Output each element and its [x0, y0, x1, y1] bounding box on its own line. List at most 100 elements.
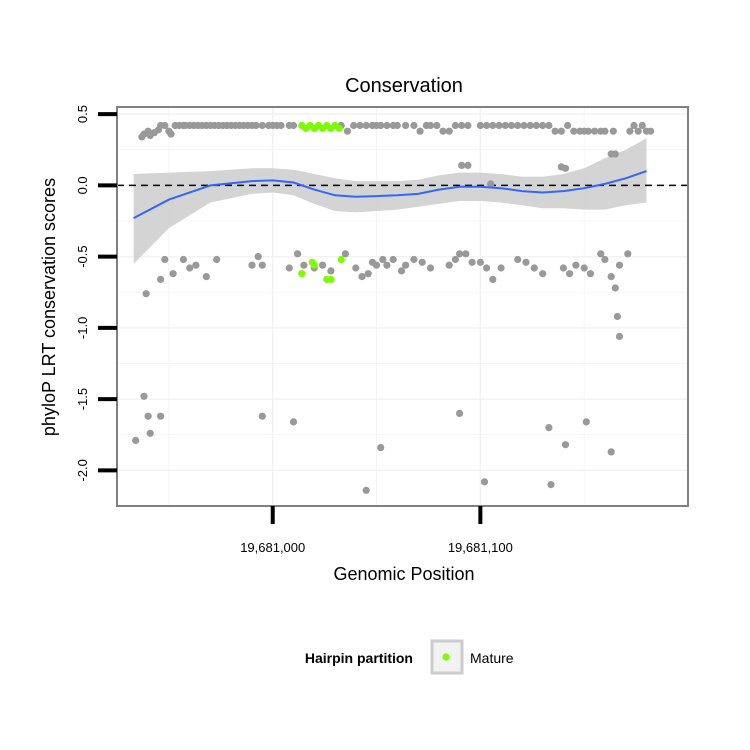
- data-point: [559, 264, 568, 272]
- data-point: [451, 255, 459, 264]
- data-point: [497, 264, 505, 272]
- data-point: [341, 250, 349, 258]
- data-point: [514, 255, 522, 264]
- data-point: [300, 261, 308, 269]
- data-point: [161, 121, 169, 130]
- data-point: [624, 250, 632, 258]
- data-point: [572, 261, 580, 269]
- y-tick-label: 0.0: [75, 176, 90, 194]
- data-point: [530, 264, 538, 272]
- data-point: [458, 121, 466, 130]
- y-axis: 0.5 0.0 -0.5 -1.0 -1.5 -2.0: [75, 105, 117, 482]
- data-point: [157, 275, 165, 283]
- data-point: [410, 255, 418, 264]
- data-point: [480, 478, 489, 486]
- data-point: [393, 121, 401, 130]
- data-point: [615, 332, 624, 340]
- data-point: [439, 127, 447, 135]
- data-point: [433, 121, 441, 130]
- panel-border: [116, 106, 689, 507]
- data-point: [551, 127, 559, 135]
- data-point: [489, 275, 497, 283]
- data-point: [343, 127, 352, 135]
- y-tick-label: 0.5: [75, 105, 90, 123]
- data-point: [522, 258, 530, 266]
- data-point: [476, 258, 484, 266]
- y-tick-label: -1.0: [75, 317, 90, 339]
- data-point: [289, 121, 298, 130]
- data-point: [489, 121, 497, 130]
- data-point: [626, 127, 634, 135]
- data-point: [597, 250, 605, 258]
- data-point: [285, 264, 293, 272]
- data-point: [495, 121, 503, 130]
- data-point: [397, 267, 406, 275]
- data-point-mature: [298, 270, 306, 278]
- confidence-ribbon: [133, 138, 647, 264]
- data-point: [476, 121, 484, 130]
- data-point: [426, 264, 435, 272]
- data-point: [607, 273, 615, 281]
- data-point: [462, 250, 470, 258]
- data-point: [483, 121, 491, 130]
- data-point: [179, 255, 187, 264]
- y-axis-title: phyloP LRT conservation scores: [39, 178, 59, 436]
- data-point: [362, 121, 370, 130]
- data-point: [456, 409, 464, 417]
- data-point: [586, 270, 595, 278]
- data-point: [545, 424, 553, 432]
- data-point: [258, 261, 266, 269]
- data-point: [327, 267, 335, 275]
- data-point: [570, 127, 578, 135]
- data-point: [611, 150, 619, 158]
- data-point: [169, 270, 177, 278]
- confidence-ribbon-layer: [133, 138, 647, 264]
- data-point: [377, 444, 385, 452]
- data-point: [426, 121, 435, 130]
- data-point: [132, 436, 140, 444]
- data-point: [383, 261, 391, 269]
- data-point: [364, 270, 372, 278]
- data-point: [539, 270, 547, 278]
- data-point: [410, 121, 418, 130]
- chart-title: Conservation: [345, 75, 463, 97]
- data-point: [146, 429, 154, 437]
- data-point: [402, 261, 410, 269]
- data-point: [520, 121, 528, 130]
- data-point: [584, 127, 592, 135]
- data-point: [501, 121, 509, 130]
- data-point: [464, 161, 472, 169]
- data-point: [142, 290, 150, 298]
- data-point: [161, 255, 169, 264]
- data-point-mature: [337, 255, 345, 264]
- plot-panel: [116, 106, 689, 507]
- y-tick-label: -0.5: [75, 245, 90, 267]
- data-point: [418, 258, 426, 266]
- data-point: [487, 180, 495, 188]
- data-point: [356, 121, 364, 130]
- data-point: [416, 127, 424, 135]
- data-point: [458, 161, 466, 169]
- x-tick-label: 19,681,000: [240, 540, 305, 555]
- data-point: [140, 392, 148, 400]
- data-point: [601, 255, 609, 264]
- data-point: [192, 261, 200, 269]
- data-point: [294, 250, 302, 258]
- data-point: [591, 127, 599, 135]
- data-point: [445, 127, 453, 135]
- data-point: [638, 121, 646, 130]
- data-point: [350, 121, 358, 130]
- data-point: [611, 284, 619, 292]
- x-axis: 19,681,000 19,681,100: [240, 506, 513, 555]
- data-point: [526, 121, 534, 130]
- data-point: [289, 418, 298, 426]
- legend: Hairpin partition Mature: [305, 639, 514, 675]
- data-point: [647, 127, 655, 135]
- data-point: [362, 486, 370, 494]
- smooth-line-layer: [133, 170, 647, 219]
- data-point: [377, 121, 385, 130]
- data-point: [254, 253, 262, 261]
- data-point: [157, 412, 165, 420]
- data-point: [258, 412, 266, 420]
- data-point: [213, 255, 221, 264]
